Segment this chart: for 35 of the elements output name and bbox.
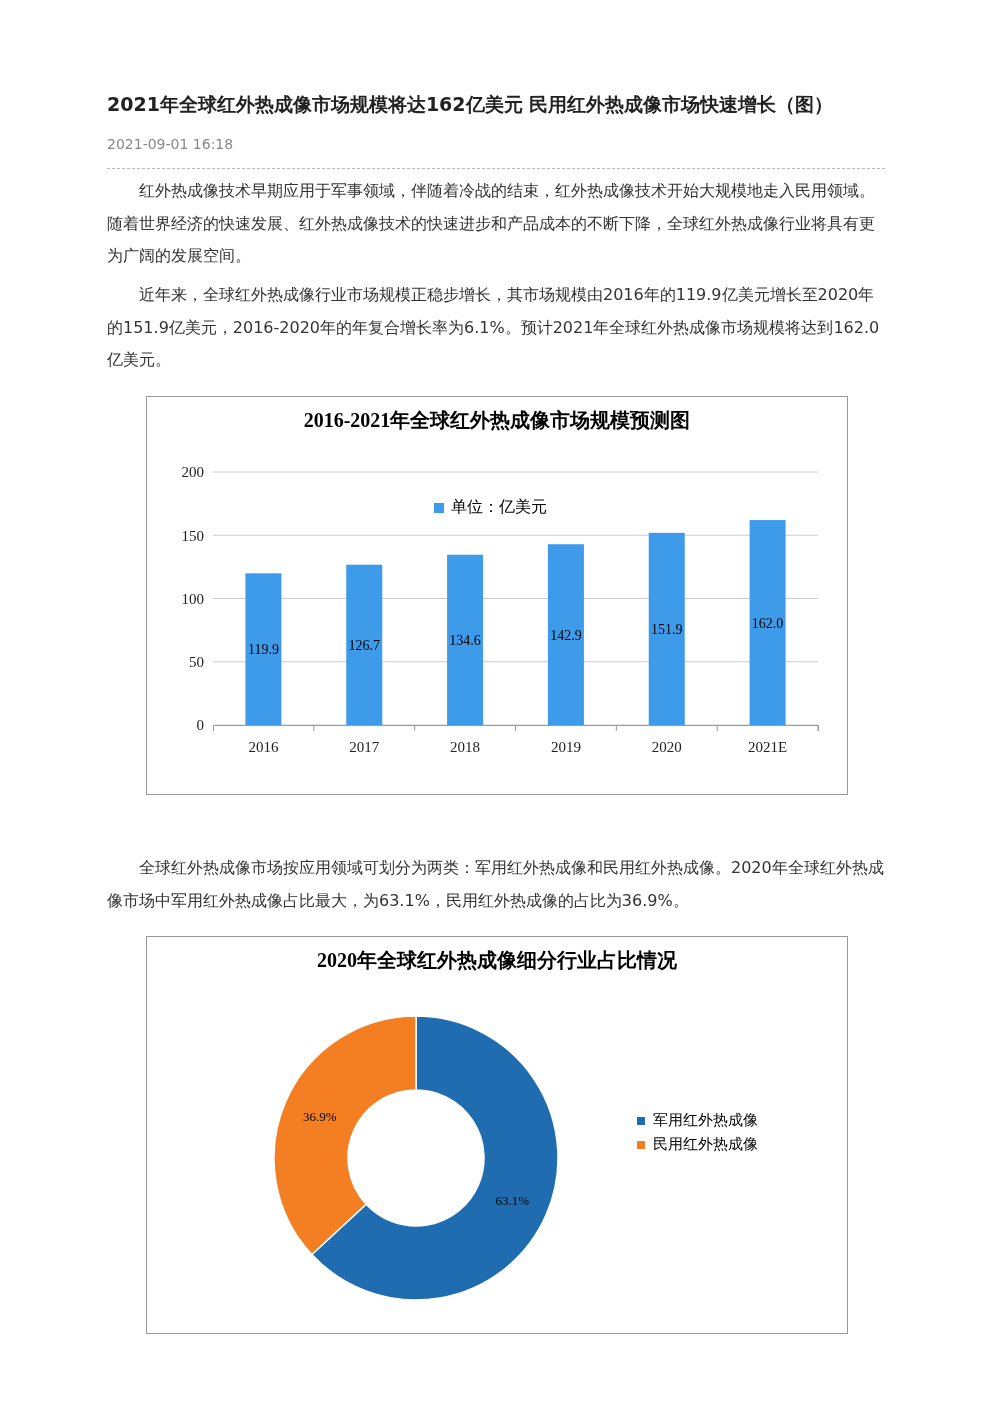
bar [547,544,584,725]
y-tick-label: 0 [196,717,204,734]
text: 2021-09-01 16:18 [107,136,234,152]
data-label: 134.6 [449,632,481,648]
text: 2021年全球红外热成像市场规模将达162亿美元 民用红外热成像市场快速增长（图） [107,92,835,117]
bar [749,520,786,725]
text: 全球红外热成像市场按应用领域可划分为两类：军用红外热成像和民用红外热成像。2020年全球红外热成像市场中军用红外热成像占比最大，为63.1%，民用红外热成像的占比为36.9%。 [107,857,885,912]
text: 红外热成像技术早期应用于军事领域，伴随着冷战的结束，红外热成像技术开始大规模地走入民用领域。随着世界经济的快速发展、红外热成像技术的快速进步和产品成本的不断下降，全球红外热成像行业将具有更为广阔的发展空间。 [107,180,876,267]
x-tick-label: 2017 [349,739,380,755]
data-label: 63.1% [495,1192,530,1208]
data-label: 162.0 [751,615,784,631]
data-label: 119.9 [247,642,279,658]
bar [245,573,282,725]
bar [447,554,484,725]
data-label: 142.9 [550,627,582,643]
data-label: 126.7 [348,637,380,653]
legend-label: 单位：亿美元 [451,497,547,516]
chart-title: 2020年全球红外热成像细分行业占比情况 [317,949,678,971]
x-tick-label: 2019 [550,739,581,755]
text: 近年来，全球红外热成像行业市场规模正稳步增长，其市场规模由2016年的119.9亿美元增长至2020年的151.9亿美元，2016-2020年的年复合增长率为6.1%。预计2021年全球红外热成像市场规模将达到162.0亿美元。 [107,284,881,371]
y-tick-label: 50 [189,654,204,671]
x-tick-label: 2020 [651,739,682,755]
y-tick-label: 100 [181,590,204,607]
x-tick-label: 2016 [248,739,279,755]
data-label: 151.9 [651,621,683,637]
y-tick-label: 200 [181,464,204,481]
legend-label: 军用红外热成像 [653,1111,758,1129]
chart-title: 2016-2021年全球红外热成像市场规模预测图 [303,409,691,431]
legend-label: 民用红外热成像 [653,1135,758,1153]
y-tick-label: 150 [181,527,204,544]
x-tick-label: 2021E [748,739,788,755]
x-tick-label: 2018 [450,739,481,755]
data-label: 36.9% [302,1108,337,1124]
bar [648,532,685,725]
bar [346,564,383,725]
